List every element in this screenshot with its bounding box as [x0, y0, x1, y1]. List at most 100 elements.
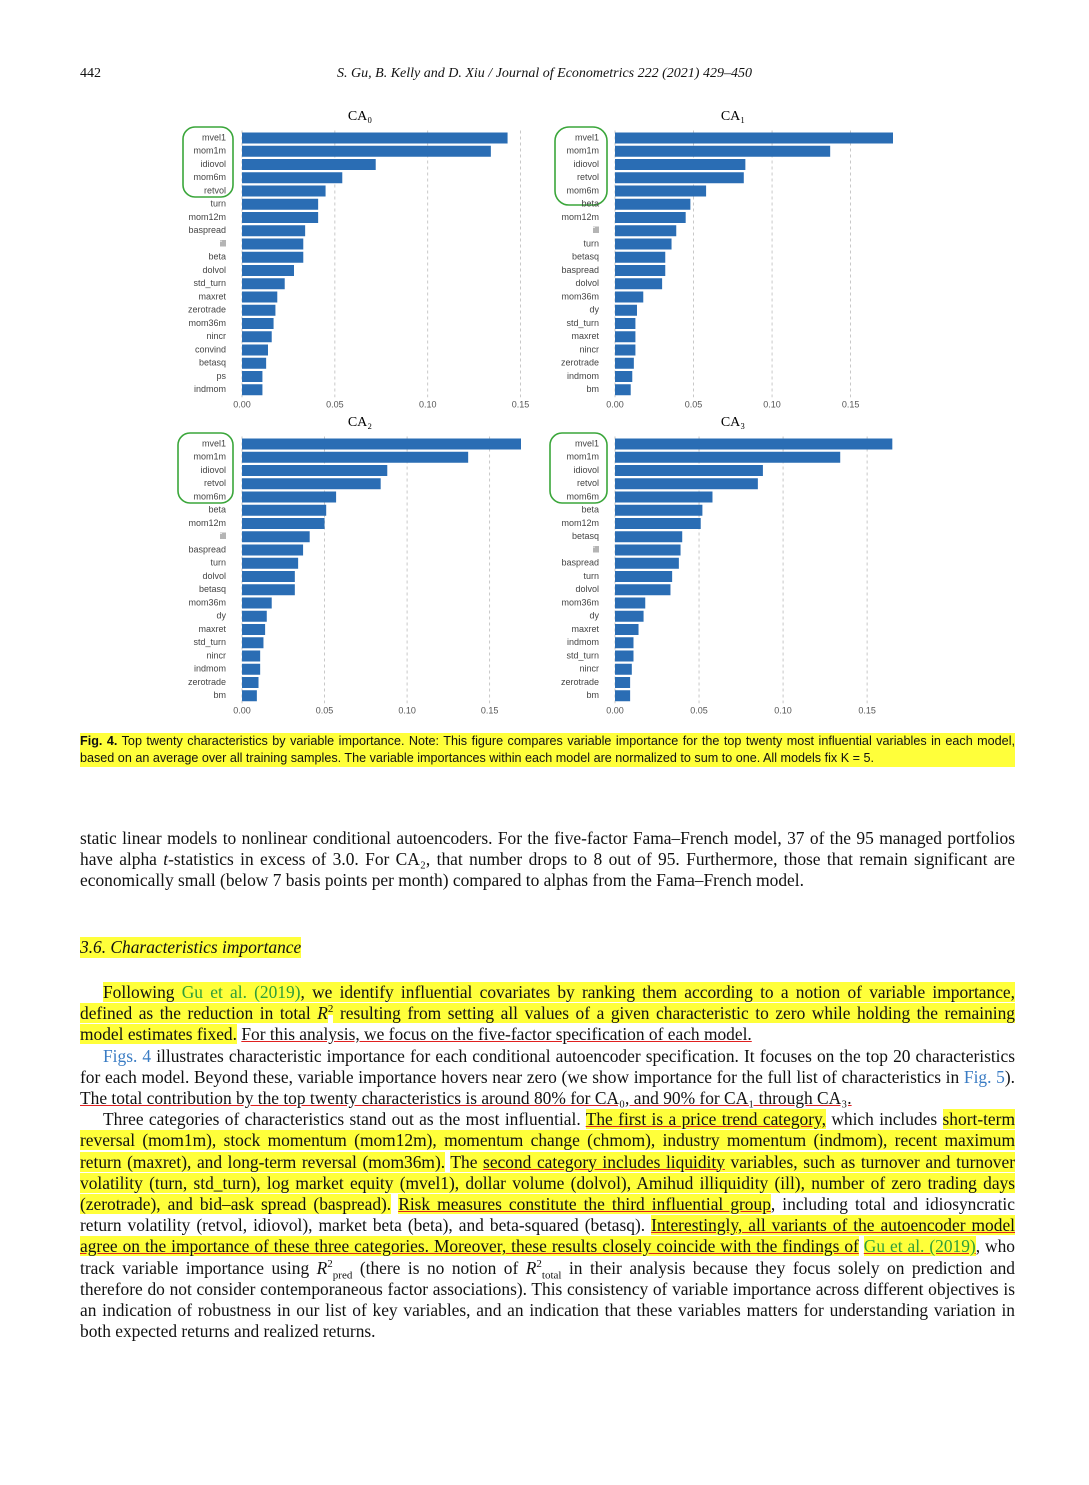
paragraph: Figs. 4 illustrates characteristic impor…	[80, 1046, 1015, 1110]
section-heading: 3.6. Characteristics importance	[80, 937, 302, 958]
bar	[615, 504, 703, 516]
annotation-circle	[554, 126, 608, 206]
bar	[242, 624, 266, 635]
y-tick-label: beta	[581, 505, 599, 515]
x-tick-label: 0.00	[606, 400, 624, 410]
bar	[242, 690, 257, 702]
text: pred	[332, 1269, 353, 1282]
bar	[242, 145, 491, 157]
y-tick-label: maxret	[198, 624, 226, 634]
y-tick-label: zerotrade	[561, 358, 599, 368]
y-tick-label: std_turn	[566, 318, 599, 328]
chart-title: CA₂	[348, 415, 372, 430]
bar	[242, 172, 343, 184]
bar	[615, 291, 644, 303]
text: (there is no notion of	[352, 1257, 526, 1278]
y-tick-label: mom36m	[561, 291, 599, 301]
bar	[615, 557, 679, 569]
text: second category includes liquidity	[483, 1151, 725, 1172]
y-tick-label: bm	[586, 384, 599, 394]
x-tick-label: 0.15	[842, 400, 860, 410]
x-tick-label: 0.05	[685, 400, 703, 410]
text: R	[317, 1003, 328, 1024]
bar	[615, 690, 631, 702]
y-tick-label: mom12m	[561, 518, 599, 528]
page-number: 442	[80, 66, 101, 81]
bar	[615, 478, 758, 490]
bar	[242, 677, 259, 688]
y-tick-label: indmom	[194, 384, 226, 394]
running-header: S. Gu, B. Kelly and D. Xiu / Journal of …	[337, 66, 752, 81]
citation-link[interactable]: Gu et al. (2019)	[863, 1236, 976, 1257]
text: illustrates characteristic importance fo…	[80, 1045, 1016, 1087]
y-tick-label: dolvol	[575, 584, 599, 594]
bar	[242, 212, 319, 223]
y-tick-label: nincr	[206, 331, 226, 341]
bar	[615, 438, 893, 450]
y-tick-label: ill	[220, 531, 226, 541]
bar	[242, 159, 376, 170]
figure-caption: Fig. 4. Top twenty characteristics by va…	[80, 733, 1015, 767]
bar	[615, 212, 686, 223]
bar	[242, 185, 326, 197]
text: R	[525, 1257, 537, 1278]
annotation-circle	[177, 432, 234, 504]
y-tick-label: mom1m	[566, 146, 599, 156]
text: total	[541, 1269, 562, 1282]
y-tick-label: mom6m	[566, 491, 599, 501]
y-tick-label: beta	[208, 505, 226, 515]
y-tick-label: betasq	[572, 252, 599, 262]
bar	[615, 185, 707, 197]
y-tick-label: indmom	[567, 371, 599, 381]
text: in their analysis because they focus sol…	[80, 1257, 1016, 1342]
paragraph: Following Gu et al. (2019), we identify …	[80, 982, 1015, 1046]
bar	[242, 557, 299, 569]
annotation-circle	[182, 126, 234, 198]
bar	[615, 145, 831, 157]
y-tick-label: bm	[213, 690, 226, 700]
bar	[615, 531, 683, 543]
text-block: Following Gu et al. (2019), we identify …	[80, 982, 1016, 1342]
bar	[615, 544, 681, 556]
x-tick-label: 0.00	[606, 706, 624, 716]
y-tick-label: idiovol	[200, 465, 226, 475]
bar	[615, 331, 636, 343]
x-tick-label: 0.15	[512, 400, 530, 410]
bar	[615, 663, 632, 675]
x-tick-label: 0.00	[233, 400, 251, 410]
y-tick-label: ill	[593, 225, 599, 235]
text: , including total and idiosyncratic retu…	[80, 1194, 1015, 1236]
y-tick-label: baspread	[188, 225, 226, 235]
y-tick-label: maxret	[571, 624, 599, 634]
y-tick-label: nincr	[206, 650, 226, 660]
y-tick-label: mom12m	[561, 212, 599, 222]
chart-title: CA₀	[348, 109, 372, 124]
figure-link[interactable]: Figs. 4	[103, 1045, 152, 1066]
y-tick-label: retvol	[204, 478, 226, 488]
text: Risk measures constitute the third influ…	[398, 1194, 771, 1215]
y-tick-label: mom1m	[566, 452, 599, 462]
y-tick-label: mom1m	[193, 146, 226, 156]
figure-link[interactable]: Fig. 5	[963, 1066, 1005, 1087]
bar	[615, 159, 746, 170]
text: -statistics in excess of 3.0. For CA₂, t…	[80, 849, 1016, 891]
bar	[615, 610, 644, 622]
y-tick-label: turn	[583, 571, 599, 581]
y-tick-label: zerotrade	[188, 677, 226, 687]
bar	[242, 650, 261, 662]
text: Three categories of characteristics stan…	[103, 1109, 581, 1130]
y-tick-label: bm	[586, 690, 599, 700]
citation-link[interactable]: Gu et al. (2019)	[181, 982, 301, 1002]
y-tick-label: zerotrade	[561, 677, 599, 687]
y-tick-label: convind	[195, 344, 226, 354]
bar	[242, 637, 264, 649]
y-tick-label: mvel1	[202, 438, 226, 448]
y-tick-label: mom12m	[188, 518, 226, 528]
bar	[615, 344, 636, 356]
y-tick-label: baspread	[188, 544, 226, 554]
bar	[615, 571, 673, 582]
y-tick-label: maxret	[571, 331, 599, 341]
y-tick-label: nincr	[579, 664, 599, 674]
bar	[242, 251, 304, 263]
text: 2	[536, 1257, 542, 1270]
